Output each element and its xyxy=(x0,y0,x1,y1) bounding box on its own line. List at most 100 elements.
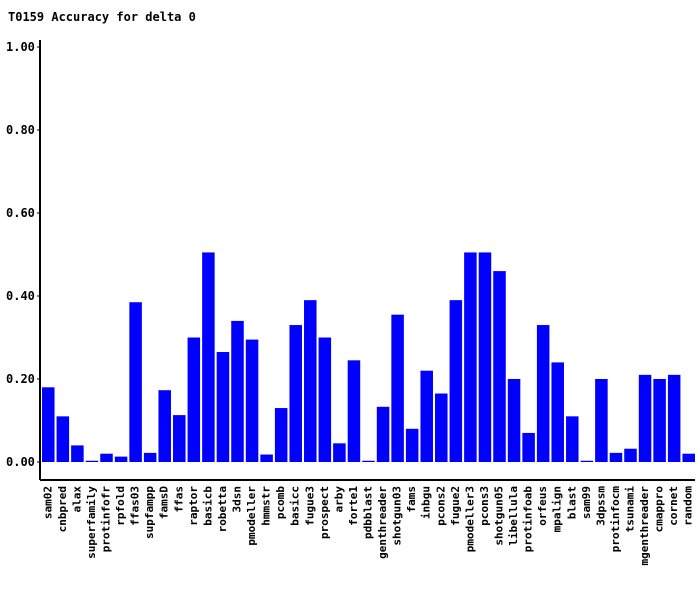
x-tick-label: inbgu xyxy=(420,486,433,519)
bar-cnbpred xyxy=(56,416,70,462)
x-tick-label: alax xyxy=(70,486,83,513)
x-tick-label: 3dpssm xyxy=(594,486,607,526)
bar-fugue2 xyxy=(449,300,463,462)
x-tick-label: arby xyxy=(332,486,345,513)
bar-sam99 xyxy=(580,460,594,462)
bar-ffas03 xyxy=(129,302,142,462)
bar-fugue3 xyxy=(304,300,317,462)
x-tick-label: pcons2 xyxy=(434,486,447,526)
bar-mgenthreader xyxy=(638,374,652,462)
x-tick-label: shotgun05 xyxy=(493,486,506,546)
x-tick-label: protinfoab xyxy=(522,486,535,553)
bar-shotgun03 xyxy=(391,314,404,462)
bar-pcons3 xyxy=(478,252,492,462)
x-labels-group: sam02 cnbpred alax superfamily protinfofr rpf… xyxy=(41,486,694,566)
bar-protinfocm xyxy=(609,452,623,462)
x-tick-label: pmodeller xyxy=(245,486,258,546)
y-tick-label: 0.00 xyxy=(6,455,35,469)
bar-rpfold xyxy=(114,456,128,462)
bar-basicc xyxy=(289,325,302,462)
x-tick-label: ffas xyxy=(172,486,185,513)
x-tick-label: 3dsn xyxy=(231,486,244,513)
x-tick-label: pdbblast xyxy=(362,486,375,539)
x-tick-label: sam99 xyxy=(580,486,593,519)
x-tick-label: random xyxy=(682,486,695,526)
bar-inbgu xyxy=(420,370,433,462)
x-tick-label: libellula xyxy=(507,486,520,546)
bar-fams xyxy=(405,428,419,462)
x-tick-label: sam02 xyxy=(41,486,54,519)
x-tick-label: shotgun03 xyxy=(391,486,404,546)
bar-raptor xyxy=(187,337,201,462)
bar-hmmstr xyxy=(260,454,273,462)
x-tick-label: pcons3 xyxy=(478,486,491,526)
x-tick-label: cornet xyxy=(667,486,680,526)
y-tick-label: 1.00 xyxy=(6,40,35,54)
axes-group xyxy=(39,40,695,481)
bar-superfamily xyxy=(85,460,99,462)
x-tick-label: supfampp xyxy=(143,486,156,539)
bar-supfampp xyxy=(143,452,157,462)
bar-arby xyxy=(333,443,346,462)
x-tick-label: orfeus xyxy=(536,486,549,526)
bar-pdbblast xyxy=(362,460,375,462)
y-tick-label: 0.60 xyxy=(6,206,35,220)
x-tick-label: superfamily xyxy=(85,486,98,559)
bar-prospect xyxy=(318,337,332,462)
bar-random xyxy=(682,453,695,462)
bar-sam02 xyxy=(42,387,55,462)
y-tick-label: 0.40 xyxy=(6,289,35,303)
bar-protinfoab xyxy=(522,432,535,462)
bars-group xyxy=(42,252,695,462)
y-tick-label: 0.80 xyxy=(6,123,35,137)
x-tick-label: prospect xyxy=(318,486,331,539)
x-tick-label: fugue2 xyxy=(449,486,462,526)
bar-pcomb xyxy=(274,408,288,462)
bar-robetta xyxy=(216,352,230,462)
bar-pcons2 xyxy=(435,393,448,462)
y-ticks-group: 0.00 0.20 0.40 0.60 0.80 1.00 xyxy=(6,40,40,469)
bar-famsD xyxy=(158,390,171,462)
x-tick-label: ffas03 xyxy=(129,486,142,526)
x-tick-label: genthreader xyxy=(376,486,389,559)
x-tick-label: basicc xyxy=(289,486,302,526)
bar-alax xyxy=(71,445,84,462)
bar-basicb xyxy=(202,252,215,462)
x-tick-label: protinfocm xyxy=(609,486,622,553)
bar-tsunami xyxy=(624,448,637,462)
bar-libellula xyxy=(507,379,521,462)
bar-pmodeller xyxy=(245,339,259,462)
bar-forte1 xyxy=(347,360,361,462)
bar-ffas xyxy=(173,415,186,462)
x-tick-label: fams xyxy=(405,486,418,513)
x-tick-label: mgenthreader xyxy=(638,486,651,566)
x-tick-label: blast xyxy=(565,486,578,519)
bar-orfeus xyxy=(536,325,550,462)
x-tick-label: fugue3 xyxy=(303,486,316,526)
y-tick-label: 0.20 xyxy=(6,372,35,386)
x-tick-label: robetta xyxy=(216,486,229,532)
bar-3dpssm xyxy=(595,379,608,462)
x-tick-label: pcomb xyxy=(274,486,287,519)
x-tick-label: raptor xyxy=(187,486,200,526)
x-tick-label: famsD xyxy=(158,486,171,519)
bar-pmodeller3 xyxy=(464,252,477,462)
x-tick-label: mpalign xyxy=(551,486,564,532)
bar-cornet xyxy=(667,374,681,462)
x-tick-label: cmappro xyxy=(653,486,666,533)
x-tick-label: basicb xyxy=(201,486,214,526)
x-tick-label: tsunami xyxy=(624,486,637,533)
bar-cmappro xyxy=(653,379,666,462)
x-tick-label: protinfofr xyxy=(100,486,113,553)
bar-shotgun05 xyxy=(493,271,506,462)
bar-genthreader xyxy=(376,406,390,462)
bar-3dsn xyxy=(231,320,244,462)
bar-mpalign xyxy=(551,362,564,462)
x-tick-label: forte1 xyxy=(347,486,360,526)
x-tick-label: cnbpred xyxy=(56,486,69,532)
bar-protinfofr xyxy=(100,453,113,462)
bar-blast xyxy=(566,416,579,462)
x-tick-label: hmmstr xyxy=(260,486,273,526)
x-tick-label: rpfold xyxy=(114,486,127,526)
